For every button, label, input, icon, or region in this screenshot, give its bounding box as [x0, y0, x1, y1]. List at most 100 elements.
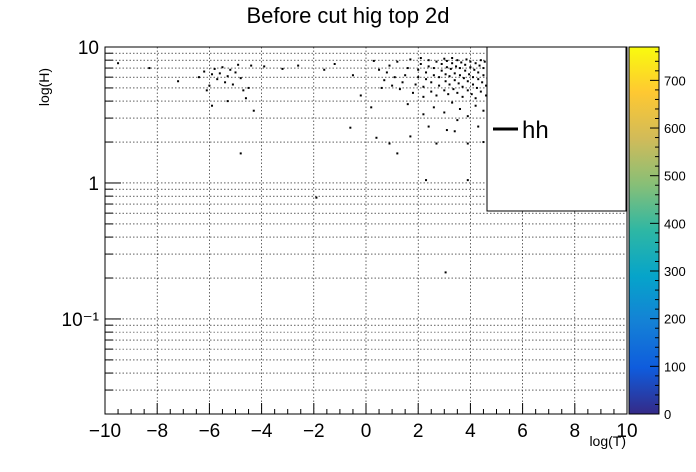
- data-point: [443, 111, 446, 114]
- data-point: [375, 136, 378, 139]
- data-point: [211, 73, 214, 76]
- data-point: [425, 179, 428, 182]
- colorbar-tick-label: 300: [664, 264, 686, 279]
- data-point: [419, 57, 422, 60]
- data-point: [383, 79, 386, 82]
- data-point: [393, 76, 396, 79]
- data-point: [453, 130, 456, 133]
- data-point: [455, 65, 458, 68]
- data-point: [479, 59, 482, 62]
- data-point: [417, 68, 420, 71]
- data-point: [252, 109, 255, 112]
- colorbar-tick-label: 100: [664, 359, 686, 374]
- data-point: [432, 106, 435, 109]
- data-point: [422, 85, 425, 88]
- x-tick-label: 8: [570, 421, 581, 442]
- data-point: [388, 64, 391, 67]
- data-point: [419, 62, 422, 65]
- data-point: [234, 71, 237, 74]
- data-point: [469, 66, 472, 69]
- data-point: [458, 107, 461, 110]
- x-tick-label: 6: [517, 421, 528, 442]
- data-point: [409, 135, 412, 138]
- data-point: [359, 94, 362, 97]
- data-point: [205, 89, 208, 92]
- data-point: [197, 76, 200, 79]
- data-point: [458, 67, 461, 70]
- data-point: [391, 84, 394, 87]
- data-point: [435, 94, 438, 97]
- data-point: [485, 94, 488, 97]
- y-tick-label: 10⁻¹: [62, 310, 100, 331]
- data-point: [409, 58, 412, 61]
- data-point: [398, 88, 401, 91]
- data-point: [451, 57, 454, 60]
- data-point: [482, 141, 485, 144]
- data-point: [444, 73, 447, 76]
- data-point: [349, 126, 352, 129]
- x-tick-label: 2: [413, 421, 424, 442]
- data-point: [226, 100, 229, 103]
- data-point: [474, 62, 477, 65]
- data-point: [444, 80, 447, 83]
- colorbar-tick-label: 200: [664, 312, 686, 327]
- data-point: [445, 66, 448, 69]
- colorbar-tick-label: 0: [664, 407, 671, 422]
- x-tick-label: 4: [465, 421, 476, 442]
- data-point: [370, 106, 373, 109]
- data-point: [472, 83, 475, 86]
- data-point: [451, 62, 454, 65]
- data-point: [435, 60, 438, 63]
- data-point: [464, 69, 467, 72]
- data-point: [466, 89, 469, 92]
- data-point: [472, 76, 475, 79]
- data-point: [388, 142, 391, 145]
- data-point: [224, 81, 227, 84]
- data-point: [453, 79, 456, 82]
- data-point: [481, 81, 484, 84]
- data-points: [117, 57, 490, 274]
- y-axis-label: log(H): [36, 68, 52, 106]
- x-axis-label: log(T): [589, 433, 626, 449]
- data-point: [422, 95, 425, 98]
- data-point: [466, 142, 469, 145]
- data-point: [464, 63, 467, 66]
- data-point: [474, 97, 477, 100]
- data-point: [477, 71, 480, 74]
- x-axis: −10 −8 −6 −4 −2 0 2 4 6 8 10: [89, 403, 638, 442]
- data-point: [445, 129, 448, 132]
- legend-label-hh: hh: [522, 117, 549, 144]
- x-tick-label: −6: [199, 421, 221, 442]
- data-point: [315, 196, 318, 199]
- data-point: [473, 68, 476, 71]
- data-point: [432, 67, 435, 70]
- data-point: [461, 85, 464, 88]
- data-point: [211, 104, 214, 107]
- data-point: [438, 84, 441, 87]
- data-point: [425, 78, 428, 81]
- data-point: [250, 64, 253, 67]
- data-point: [422, 113, 425, 116]
- x-tick-label: 10: [616, 421, 637, 442]
- data-point: [458, 74, 461, 77]
- data-point: [414, 83, 417, 86]
- y-tick-label: 1: [88, 174, 99, 195]
- data-point: [475, 86, 478, 89]
- data-point: [478, 64, 481, 67]
- data-point: [148, 67, 151, 70]
- data-point: [203, 70, 206, 73]
- data-point: [456, 59, 459, 62]
- data-point: [440, 62, 443, 65]
- data-point: [443, 57, 446, 60]
- data-point: [430, 81, 433, 84]
- colorbar-frame: [628, 46, 660, 415]
- data-point: [482, 67, 485, 70]
- legend: hh: [486, 46, 627, 212]
- data-point: [477, 125, 480, 128]
- x-tick-label: −4: [251, 421, 273, 442]
- data-point: [447, 93, 450, 96]
- data-point: [451, 101, 454, 104]
- colorbar-tick-label: 600: [664, 121, 686, 136]
- data-point: [466, 179, 469, 182]
